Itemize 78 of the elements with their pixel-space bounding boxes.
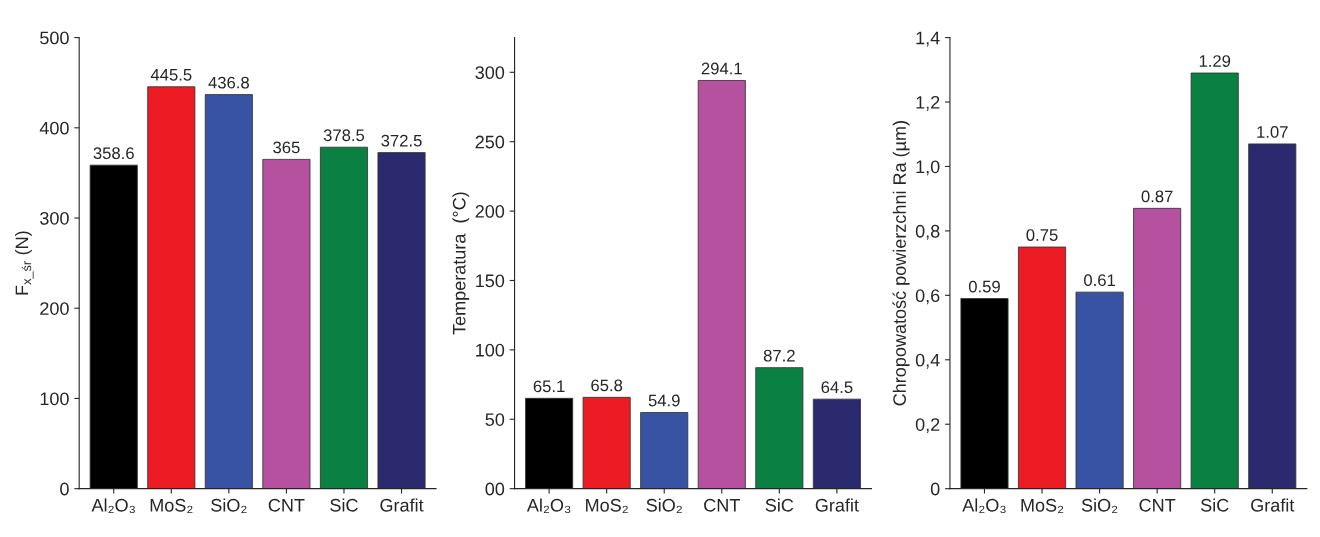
data-label: 1.29 [1199, 55, 1231, 67]
y-axis-title: Chropowatość powierzchni Ra (µm) [892, 121, 910, 406]
x-tick-label: SiC [765, 498, 794, 512]
data-label: 1.07 [1257, 126, 1288, 138]
y-tick-label: 1,4 [916, 31, 940, 47]
bar [1133, 207, 1182, 489]
x-tick-label: SiC [330, 498, 358, 512]
y-axis-title: Temperatura (°C) [452, 192, 470, 335]
bar [204, 94, 253, 489]
y-tick-label: 1,2 [916, 95, 940, 111]
data-label: 0.59 [968, 280, 1000, 293]
x-tick-label: SiC [1200, 498, 1229, 512]
y-tick-label: 0,8 [915, 224, 940, 240]
y-tick-label: 100 [476, 343, 505, 357]
y-axis-title: F$_{x_śr}$ (N) [15, 231, 34, 295]
bar [1018, 246, 1067, 489]
bar [640, 412, 689, 489]
y-tick-label: 00 [485, 482, 505, 496]
bar [377, 152, 426, 489]
data-label: 0.61 [1084, 274, 1115, 287]
x-tick-label: SiO₂ [211, 498, 247, 514]
x-tick-label: MoS₂ [586, 498, 628, 514]
data-label: 372.5 [381, 134, 422, 147]
y-tick-label: 0 [930, 482, 940, 496]
y-tick-label: 500 [40, 31, 69, 45]
y-tick-label: 0,2 [915, 418, 940, 434]
y-tick-label: 0 [60, 482, 69, 496]
data-label: 358.6 [93, 147, 134, 160]
bar [697, 80, 746, 489]
x-tick-label: Al₂O₃ [526, 498, 571, 514]
x-tick-label: Grafit [380, 498, 424, 512]
data-label: 64.5 [821, 381, 853, 394]
bar [1190, 72, 1239, 489]
x-tick-label: Al₂O₃ [962, 498, 1006, 514]
data-label: 294.1 [701, 62, 742, 75]
data-label: 365 [273, 141, 300, 154]
y-tick-label: 300 [475, 66, 505, 80]
data-label: 378.5 [323, 129, 365, 142]
y-tick-label: 400 [39, 121, 69, 135]
y-tick-label: 50 [485, 413, 505, 426]
bar [582, 396, 631, 489]
x-tick-label: CNT [704, 498, 740, 512]
data-label: 65.1 [533, 380, 565, 393]
y-tick-label: 200 [475, 205, 505, 218]
x-tick-label: CNT [1139, 498, 1176, 512]
x-tick-label: Grafit [1251, 498, 1295, 512]
bar [147, 86, 196, 489]
bar [812, 398, 861, 489]
bar [89, 164, 138, 489]
y-tick-label: 0,4 [915, 353, 940, 369]
y-tick-label: 0,6 [915, 289, 940, 305]
x-tick-label: MoS₂ [1021, 498, 1064, 514]
y-tick-label: 250 [475, 135, 505, 149]
x-tick-label: Grafit [815, 498, 859, 512]
data-label: 0.87 [1141, 190, 1173, 203]
y-tick-label: 200 [40, 302, 69, 315]
y-tick-label: 150 [476, 274, 505, 288]
x-tick-label: CNT [268, 498, 305, 512]
data-label: 87.2 [763, 349, 795, 362]
bar [319, 146, 368, 489]
bar [262, 158, 311, 489]
y-tick-label: 100 [40, 392, 69, 406]
bar [1075, 291, 1124, 489]
bar [525, 397, 574, 489]
y-tick-label: 1,0 [916, 160, 940, 176]
data-label: 65.8 [591, 379, 623, 392]
bar [960, 298, 1009, 489]
x-tick-label: Al₂O₃ [91, 498, 135, 514]
x-tick-label: MoS₂ [150, 498, 193, 514]
data-label: 0.75 [1026, 229, 1058, 241]
bar [755, 367, 804, 489]
data-label: 54.9 [648, 394, 680, 407]
data-label: 445.5 [150, 69, 192, 81]
x-tick-label: SiO₂ [1081, 498, 1118, 514]
x-tick-label: SiO₂ [646, 498, 682, 514]
bar [1248, 143, 1297, 489]
y-tick-label: 300 [40, 211, 69, 225]
data-label: 436.8 [208, 76, 249, 89]
